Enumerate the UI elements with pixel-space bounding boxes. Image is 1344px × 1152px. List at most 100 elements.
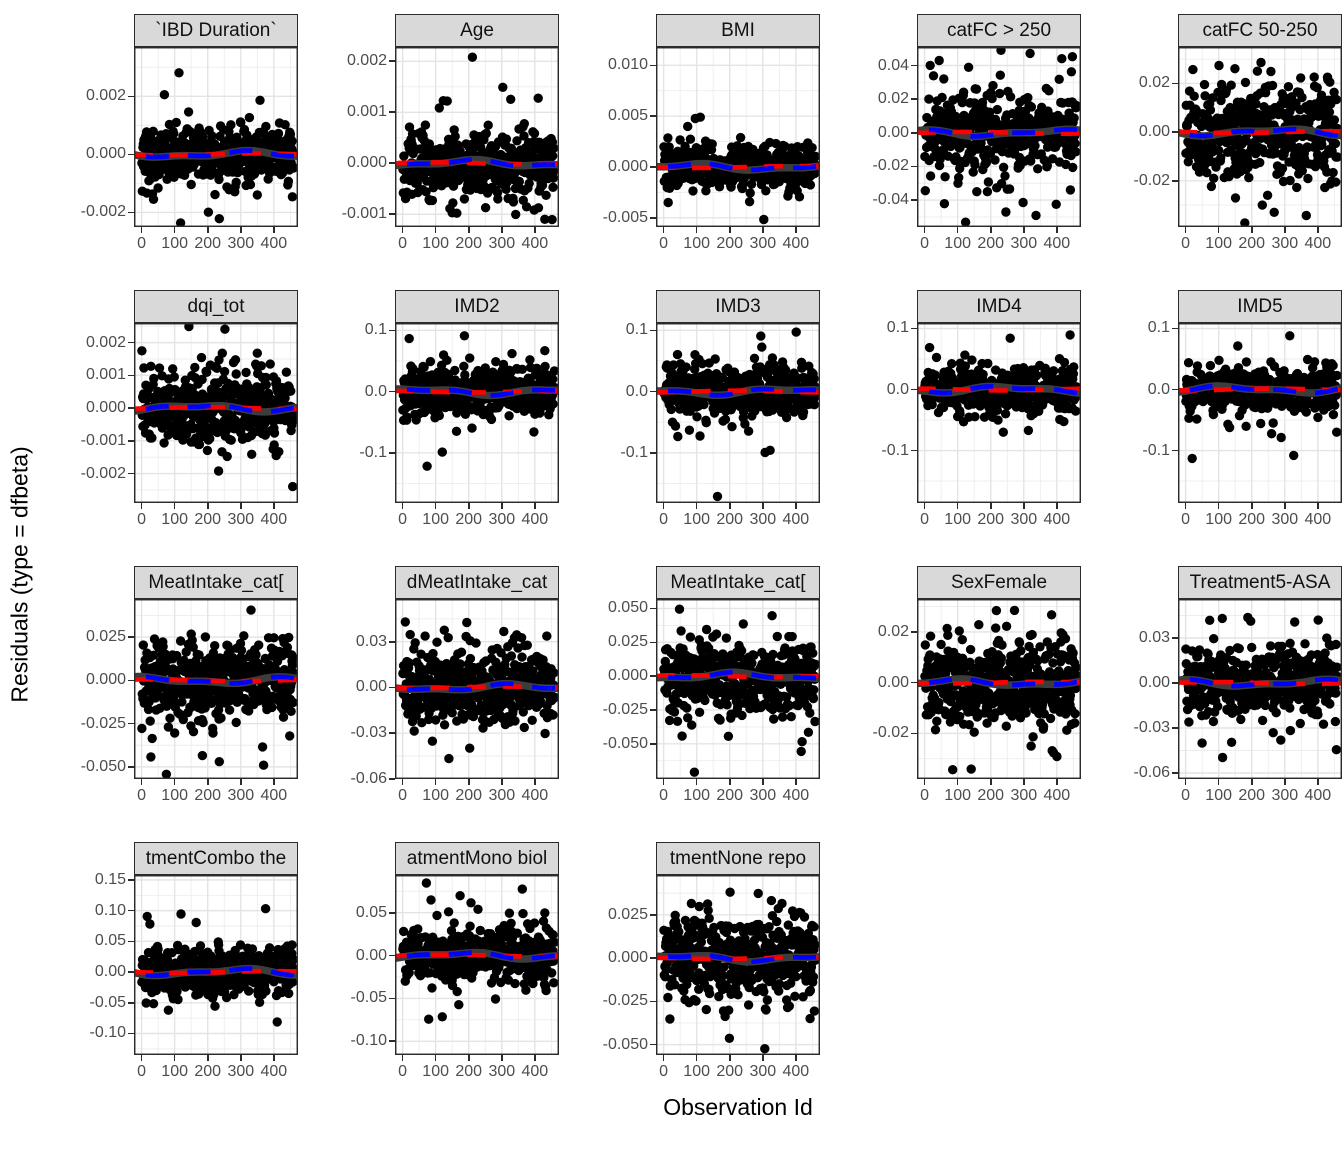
- y-tick-label: -0.06: [350, 770, 387, 787]
- x-tick-label: 100: [683, 787, 711, 804]
- facet-strip: Treatment5-ASA: [1178, 566, 1342, 599]
- x-tick-mark: [923, 227, 926, 233]
- x-tick-mark: [695, 779, 698, 785]
- y-tick-label: 0.002: [85, 333, 126, 351]
- y-tick-label: -0.05: [89, 993, 126, 1011]
- x-tick-mark: [1317, 503, 1319, 509]
- facet-title: IMD3: [715, 295, 761, 317]
- facet-strip: IMD2: [395, 290, 559, 323]
- x-tick-label: 300: [227, 1063, 255, 1080]
- x-tick-label: 300: [1010, 235, 1038, 252]
- y-tick-label: -0.03: [350, 724, 387, 742]
- x-tick-label: 400: [1043, 235, 1071, 252]
- x-tick-label: 0: [398, 235, 408, 252]
- x-tick-label: 100: [944, 235, 972, 252]
- reference-line: [917, 386, 1081, 393]
- y-tick-mark: [389, 732, 395, 735]
- y-tick-label: 0.005: [607, 107, 648, 125]
- x-tick-mark: [1250, 503, 1253, 509]
- x-tick-label: 400: [1043, 511, 1071, 528]
- x-tick-label: 0: [137, 511, 147, 528]
- y-tick-label: 0.000: [85, 145, 126, 163]
- x-tick-mark: [140, 1055, 143, 1061]
- x-tick-mark: [795, 503, 797, 509]
- facet-title: IMD4: [976, 295, 1022, 317]
- x-tick-label: 300: [749, 1063, 777, 1080]
- y-tick-mark: [911, 165, 917, 168]
- x-tick-mark: [956, 779, 959, 785]
- smoother-line: [134, 403, 298, 415]
- x-tick-label: 300: [1010, 511, 1038, 528]
- facet-title: catFC 50-250: [1202, 19, 1318, 41]
- x-tick-label: 300: [749, 511, 777, 528]
- x-tick-mark: [140, 779, 143, 785]
- x-tick-mark: [1317, 779, 1319, 785]
- y-tick-label: 0.02: [1138, 74, 1170, 92]
- x-tick-mark: [206, 1055, 209, 1061]
- facet-strip: IMD5: [1178, 290, 1342, 323]
- smoother-line: [395, 386, 559, 398]
- x-tick-mark: [662, 227, 665, 233]
- x-tick-label: 400: [521, 1063, 549, 1080]
- y-tick-mark: [128, 374, 134, 377]
- x-tick-label: 0: [659, 235, 669, 252]
- x-tick-mark: [1317, 227, 1319, 233]
- x-tick-mark: [989, 503, 992, 509]
- x-tick-label: 300: [1271, 787, 1299, 804]
- facet-strip: SexFemale: [917, 566, 1081, 599]
- facet-panel-svg: [134, 599, 298, 779]
- facet-panel-svg: [656, 875, 820, 1055]
- y-tick-label: 0.10: [94, 901, 126, 919]
- x-tick-mark: [761, 779, 764, 785]
- x-tick-label: 300: [1010, 787, 1038, 804]
- facet-strip: tmentNone repo: [656, 842, 820, 875]
- facet-title: BMI: [721, 19, 755, 41]
- smoother-line: [656, 161, 820, 173]
- y-tick-mark: [389, 162, 395, 165]
- reference-line: [134, 404, 298, 412]
- y-tick-label: 0.001: [85, 366, 126, 384]
- y-tick-mark: [128, 341, 134, 344]
- x-tick-label: 100: [161, 787, 189, 804]
- x-tick-label: 400: [260, 787, 288, 804]
- y-tick-mark: [911, 327, 917, 330]
- y-tick-label: -0.025: [602, 992, 648, 1010]
- y-tick-mark: [128, 909, 134, 912]
- facet-title: Treatment5-ASA: [1189, 571, 1331, 593]
- x-tick-mark: [467, 503, 470, 509]
- y-tick-label: 0.001: [346, 103, 387, 121]
- y-tick-mark: [911, 681, 917, 684]
- smoother-line: [134, 148, 298, 160]
- x-tick-mark: [795, 1055, 797, 1061]
- x-tick-label: 0: [659, 1063, 669, 1080]
- smoother-line: [395, 157, 559, 168]
- x-tick-mark: [1184, 503, 1187, 509]
- x-tick-label: 400: [782, 235, 810, 252]
- y-tick-label: -0.04: [872, 191, 909, 209]
- y-tick-label: 0.05: [355, 903, 387, 921]
- y-tick-label: 0.0: [625, 382, 648, 400]
- x-tick-label: 400: [1304, 235, 1332, 252]
- x-tick-label: 100: [1205, 511, 1233, 528]
- y-tick-mark: [1172, 772, 1178, 774]
- y-tick-label: 0.00: [1138, 123, 1170, 141]
- smoother-line: [395, 681, 559, 693]
- y-tick-label: 0.03: [355, 632, 387, 650]
- facet-strip: tmentCombo the: [134, 842, 298, 875]
- y-axis-title: Residuals (type = dfbeta): [6, 446, 33, 703]
- facet-panel-svg: [134, 47, 298, 227]
- x-tick-mark: [1217, 503, 1220, 509]
- x-tick-mark: [1217, 227, 1220, 233]
- y-tick-label: 0.00: [355, 678, 387, 696]
- x-tick-mark: [761, 1055, 764, 1061]
- x-tick-label: 100: [161, 1063, 189, 1080]
- facet-title: tmentNone repo: [669, 847, 807, 869]
- y-tick-mark: [389, 686, 395, 689]
- y-tick-label: -0.025: [602, 700, 648, 718]
- facet-title: `IBD Duration`: [155, 19, 277, 41]
- x-tick-label: 100: [1205, 235, 1233, 252]
- y-tick-mark: [389, 1040, 395, 1043]
- x-tick-label: 300: [488, 511, 516, 528]
- x-tick-mark: [695, 1055, 698, 1061]
- x-tick-mark: [467, 227, 470, 233]
